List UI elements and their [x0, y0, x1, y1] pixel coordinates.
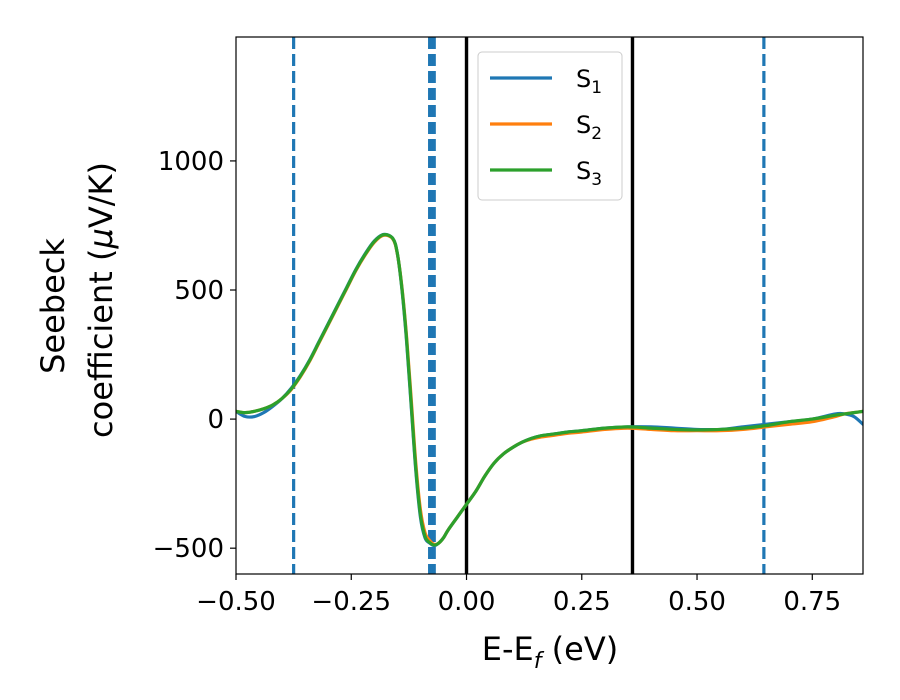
series-line-s2	[236, 233, 863, 547]
vertical-reference-lines	[292, 37, 766, 574]
y-axis-ticks: −500 0 500 1000	[153, 147, 236, 564]
legend-label-main: S	[576, 157, 591, 185]
y-axis-label-line1: Seebeck	[34, 238, 72, 374]
x-axis-label-unit: (eV)	[542, 630, 619, 668]
x-tick-label: −0.25	[311, 587, 391, 617]
series-line-s1	[236, 232, 863, 548]
legend-label-main: S	[576, 111, 591, 139]
series-line-s3	[236, 233, 863, 547]
y-axis-label-main: coefficient (	[82, 249, 120, 438]
x-axis-label-subscript: f	[534, 649, 545, 674]
x-tick-label: 0.75	[783, 587, 841, 617]
legend-label-s3: S3	[576, 157, 602, 190]
plot-frame	[235, 36, 864, 575]
x-axis-label: E-Ef (eV)	[482, 630, 618, 674]
y-tick-label: 0	[207, 405, 224, 435]
y-axis-label-mu: μ	[82, 228, 120, 249]
legend-label-s2: S2	[576, 111, 602, 144]
y-tick-label: 500	[174, 276, 224, 306]
legend-label-s1: S1	[576, 65, 602, 98]
y-tick-label: −500	[153, 534, 224, 564]
legend-label-subscript: 1	[591, 78, 602, 98]
x-tick-label: −0.50	[196, 587, 276, 617]
x-tick-label: 0.00	[438, 587, 496, 617]
y-axis-label-line2: coefficient (μV/K)	[82, 162, 120, 438]
data-series	[236, 232, 863, 548]
x-tick-label: 0.25	[553, 587, 611, 617]
x-axis-ticks: −0.50 −0.25 0.00 0.25 0.50 0.75	[196, 574, 841, 617]
legend-box	[477, 51, 623, 201]
legend-label-subscript: 3	[591, 170, 602, 190]
y-tick-label: 1000	[158, 147, 224, 177]
legend-label-subscript: 2	[591, 124, 602, 144]
y-axis-label-unit: V/K)	[82, 162, 120, 228]
x-axis-label-main: E-E	[482, 630, 534, 668]
x-tick-label: 0.50	[668, 587, 726, 617]
legend-label-main: S	[576, 65, 591, 93]
